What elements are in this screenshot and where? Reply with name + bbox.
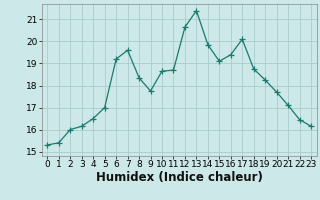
X-axis label: Humidex (Indice chaleur): Humidex (Indice chaleur) <box>96 171 263 184</box>
